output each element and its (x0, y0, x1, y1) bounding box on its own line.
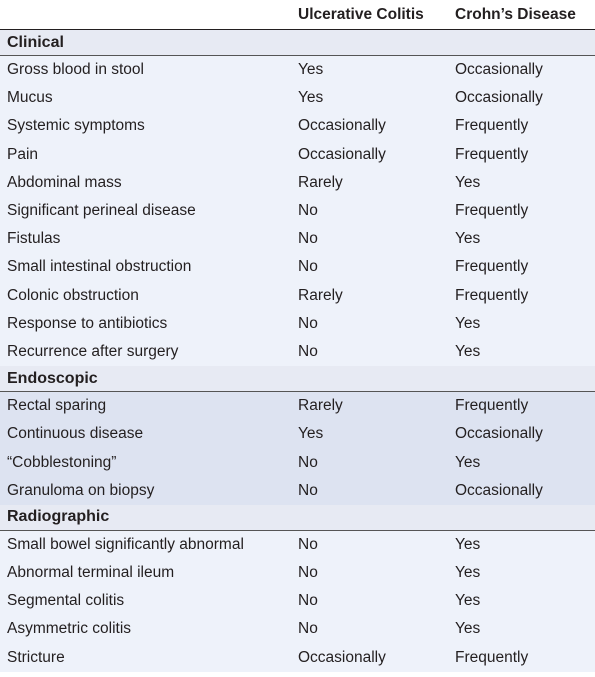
feature-cell: Colonic obstruction (7, 286, 139, 304)
feature-cell: Asymmetric colitis (7, 620, 132, 638)
feature-cell: “Cobblestoning” (7, 453, 117, 471)
section-title: Radiographic (7, 508, 110, 526)
ulcerative-colitis-cell: No (298, 202, 318, 220)
table-row: Segmental colitis No Yes (0, 587, 595, 616)
table-row: Gross blood in stool Yes Occasionally (0, 56, 595, 85)
crohns-disease-cell: Occasionally (455, 425, 543, 443)
crohns-disease-cell: Yes (455, 535, 481, 553)
crohns-disease-cell: Yes (455, 620, 481, 638)
table-row: Recurrence after surgery No Yes (0, 337, 595, 367)
ulcerative-colitis-cell: Occasionally (298, 145, 386, 163)
header-ulcerative-colitis: Ulcerative Colitis (298, 5, 424, 23)
table-row: Fistulas No Yes (0, 225, 595, 254)
ulcerative-colitis-cell: Yes (298, 425, 324, 443)
ulcerative-colitis-cell: Rarely (298, 397, 343, 415)
feature-cell: Small intestinal obstruction (7, 258, 192, 276)
ulcerative-colitis-cell: No (298, 258, 318, 276)
crohns-disease-cell: Yes (455, 564, 481, 582)
table-row: Small bowel significantly abnormal No Yes (0, 530, 595, 559)
crohns-disease-cell: Occasionally (455, 61, 543, 79)
crohns-disease-cell: Yes (455, 173, 481, 191)
crohns-disease-cell: Yes (455, 342, 481, 360)
crohns-disease-cell: Frequently (455, 145, 529, 163)
crohns-disease-cell: Frequently (455, 286, 529, 304)
ulcerative-colitis-cell: No (298, 592, 318, 610)
ulcerative-colitis-cell: Rarely (298, 173, 343, 191)
feature-cell: Significant perineal disease (7, 202, 196, 220)
table-row: Mucus Yes Occasionally (0, 84, 595, 113)
feature-cell: Systemic symptoms (7, 117, 145, 135)
crohns-disease-cell: Occasionally (455, 89, 543, 107)
table-row: Systemic symptoms Occasionally Frequently (0, 112, 595, 141)
table-row: Continuous disease Yes Occasionally (0, 420, 595, 449)
ulcerative-colitis-cell: No (298, 230, 318, 248)
crohns-disease-cell: Yes (455, 453, 481, 471)
table-row: Abdominal mass Rarely Yes (0, 168, 595, 197)
crohns-disease-cell: Frequently (455, 117, 529, 135)
feature-cell: Rectal sparing (7, 397, 107, 415)
table-row: Rectal sparing Rarely Frequently (0, 392, 595, 421)
feature-cell: Small bowel significantly abnormal (7, 535, 244, 553)
ulcerative-colitis-cell: Occasionally (298, 117, 386, 135)
section-title: Endoscopic (7, 369, 98, 387)
table-row: Abnormal terminal ileum No Yes (0, 559, 595, 588)
ulcerative-colitis-cell: No (298, 481, 318, 499)
ulcerative-colitis-cell: No (298, 535, 318, 553)
feature-cell: Fistulas (7, 230, 61, 248)
crohns-disease-cell: Frequently (455, 202, 529, 220)
crohns-disease-cell: Yes (455, 314, 481, 332)
crohns-disease-cell: Yes (455, 230, 481, 248)
crohns-disease-cell: Frequently (455, 397, 529, 415)
table-row: Small intestinal obstruction No Frequently (0, 253, 595, 282)
feature-cell: Granuloma on biopsy (7, 481, 155, 499)
table-header: Ulcerative Colitis Crohn’s Disease (0, 0, 595, 30)
table-row: Asymmetric colitis No Yes (0, 615, 595, 644)
ulcerative-colitis-cell: Yes (298, 89, 324, 107)
ulcerative-colitis-cell: No (298, 620, 318, 638)
feature-cell: Stricture (7, 648, 65, 666)
table-row: “Cobblestoning” No Yes (0, 448, 595, 477)
section-title: Clinical (7, 33, 64, 51)
ulcerative-colitis-cell: No (298, 564, 318, 582)
section-header: Endoscopic (0, 366, 595, 393)
ulcerative-colitis-cell: No (298, 314, 318, 332)
table-row: Granuloma on biopsy No Occasionally (0, 476, 595, 505)
section-header: Radiographic (0, 504, 595, 531)
crohns-disease-cell: Occasionally (455, 481, 543, 499)
feature-cell: Abdominal mass (7, 173, 122, 191)
feature-cell: Continuous disease (7, 425, 144, 443)
feature-cell: Gross blood in stool (7, 61, 144, 79)
crohns-disease-cell: Yes (455, 592, 481, 610)
ulcerative-colitis-cell: Yes (298, 61, 324, 79)
table-row: Stricture Occasionally Frequently (0, 643, 595, 672)
feature-cell: Abnormal terminal ileum (7, 564, 175, 582)
feature-cell: Segmental colitis (7, 592, 125, 610)
feature-cell: Pain (7, 145, 39, 163)
table-row: Pain Occasionally Frequently (0, 140, 595, 169)
feature-cell: Mucus (7, 89, 53, 107)
table-row: Significant perineal disease No Frequently (0, 196, 595, 226)
table-body: Clinical Gross blood in stool Yes Occasiona… (0, 30, 595, 672)
ulcerative-colitis-cell: No (298, 342, 318, 360)
table-row: Colonic obstruction Rarely Frequently (0, 281, 595, 310)
crohns-disease-cell: Frequently (455, 258, 529, 276)
ulcerative-colitis-cell: Occasionally (298, 648, 386, 666)
ulcerative-colitis-cell: No (298, 453, 318, 471)
feature-cell: Recurrence after surgery (7, 342, 179, 360)
ulcerative-colitis-cell: Rarely (298, 286, 343, 304)
feature-cell: Response to antibiotics (7, 314, 168, 332)
table-row: Response to antibiotics No Yes (0, 309, 595, 338)
header-crohns-disease: Crohn’s Disease (455, 5, 576, 23)
section-header: Clinical (0, 30, 595, 56)
crohns-disease-cell: Frequently (455, 648, 529, 666)
